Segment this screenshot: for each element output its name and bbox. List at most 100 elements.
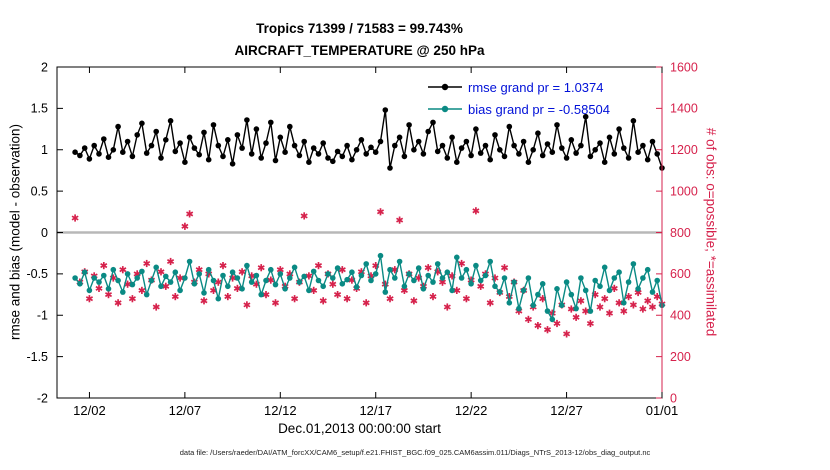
rmse-marker bbox=[120, 149, 126, 155]
obs-marker bbox=[582, 308, 590, 314]
bias-marker bbox=[644, 266, 651, 273]
rmse-marker bbox=[563, 155, 570, 161]
obs-marker bbox=[257, 265, 265, 271]
bias-marker bbox=[406, 271, 412, 277]
chart-title-line1: Tropics 71399 / 71583 = 99.743% bbox=[256, 21, 463, 36]
tick-label: 12/17 bbox=[359, 403, 392, 418]
obs-marker bbox=[400, 287, 408, 293]
rmse-marker bbox=[454, 159, 460, 165]
x-axis-label: Dec.01,2013 00:00:00 start bbox=[278, 421, 441, 436]
rmse-marker bbox=[649, 138, 656, 145]
rmse-marker bbox=[492, 132, 498, 138]
bias-marker bbox=[72, 275, 78, 281]
chart-legend: rmse grand pr = 1.0374 bias grand pr = -… bbox=[428, 76, 610, 120]
rmse-marker bbox=[72, 149, 78, 155]
bias-marker bbox=[635, 286, 641, 292]
bias-marker bbox=[587, 308, 594, 314]
rmse-marker bbox=[77, 152, 83, 159]
bias-marker bbox=[220, 272, 226, 279]
bias-marker bbox=[372, 271, 379, 277]
obs-marker bbox=[128, 296, 136, 302]
bias-marker bbox=[611, 275, 618, 281]
obs-marker bbox=[300, 213, 308, 219]
obs-marker bbox=[329, 281, 337, 287]
tick-label: 1400 bbox=[670, 102, 698, 116]
bias-marker bbox=[353, 284, 360, 290]
bias-marker bbox=[454, 254, 460, 261]
rmse-marker bbox=[320, 140, 327, 146]
rmse-marker bbox=[430, 119, 436, 126]
rmse-marker bbox=[315, 151, 322, 157]
bias-marker bbox=[301, 273, 308, 280]
obs-marker bbox=[143, 260, 151, 267]
rmse-marker bbox=[124, 138, 131, 145]
bias-marker bbox=[101, 272, 107, 279]
bias-marker bbox=[115, 277, 121, 284]
rmse-marker bbox=[258, 155, 265, 161]
bias-marker bbox=[196, 271, 202, 277]
rmse-marker bbox=[482, 142, 489, 149]
rmse-marker bbox=[458, 145, 465, 151]
rmse-marker bbox=[511, 142, 517, 149]
bias-marker bbox=[134, 275, 140, 281]
bias-marker bbox=[205, 266, 212, 273]
bias-marker bbox=[597, 283, 603, 290]
tick-label: -1.5 bbox=[26, 350, 48, 364]
rmse-marker bbox=[229, 161, 236, 167]
obs-marker bbox=[563, 331, 571, 337]
obs-marker bbox=[310, 287, 318, 293]
rmse-marker bbox=[520, 138, 527, 145]
bias-marker bbox=[573, 305, 579, 312]
bias-marker bbox=[272, 281, 279, 288]
bias-marker bbox=[563, 279, 570, 285]
bias-marker bbox=[377, 252, 384, 259]
rmse-marker bbox=[530, 147, 536, 153]
rmse-marker bbox=[248, 151, 255, 157]
obs-marker bbox=[133, 271, 141, 277]
rmse-marker bbox=[220, 153, 226, 160]
rmse-marker bbox=[191, 145, 198, 151]
tick-label: 1200 bbox=[670, 143, 698, 157]
rmse-marker bbox=[473, 126, 479, 132]
bias-marker bbox=[425, 272, 432, 279]
rmse-marker bbox=[287, 123, 293, 130]
rmse-marker bbox=[434, 148, 441, 155]
rmse-marker bbox=[143, 150, 150, 156]
bias-marker bbox=[310, 268, 317, 275]
rmse-marker bbox=[153, 128, 159, 135]
bias-marker bbox=[411, 277, 417, 284]
rmse-marker bbox=[501, 153, 508, 160]
obs-marker bbox=[543, 327, 552, 333]
obs-marker bbox=[429, 294, 437, 300]
rmse-marker bbox=[449, 134, 455, 141]
obs-marker bbox=[634, 289, 642, 296]
rmse-marker bbox=[559, 145, 565, 151]
bias-marker bbox=[516, 305, 522, 312]
obs-marker bbox=[224, 294, 232, 300]
obs-marker bbox=[124, 281, 132, 287]
legend-label-rmse: rmse grand pr = 1.0374 bbox=[468, 79, 604, 95]
bias-marker bbox=[234, 275, 241, 281]
obs-marker bbox=[157, 269, 165, 275]
rmse-marker bbox=[372, 149, 379, 155]
obs-marker bbox=[85, 296, 94, 302]
bias-marker bbox=[182, 275, 188, 281]
rmse-marker bbox=[234, 132, 241, 138]
obs-marker bbox=[233, 285, 241, 291]
rmse-marker bbox=[81, 145, 88, 151]
obs-marker bbox=[343, 296, 351, 302]
bias-marker bbox=[186, 258, 193, 265]
bias-marker bbox=[606, 287, 613, 294]
rmse-marker bbox=[616, 126, 622, 132]
bias-marker bbox=[444, 269, 451, 276]
bias-marker bbox=[349, 269, 355, 276]
bias-marker bbox=[215, 295, 222, 302]
rmse-marker bbox=[630, 118, 637, 124]
obs-marker bbox=[104, 292, 113, 298]
tick-label: 0.5 bbox=[31, 184, 48, 198]
obs-marker bbox=[195, 267, 203, 273]
obs-marker bbox=[138, 287, 146, 293]
bias-marker bbox=[258, 291, 265, 298]
obs-marker bbox=[214, 279, 222, 285]
